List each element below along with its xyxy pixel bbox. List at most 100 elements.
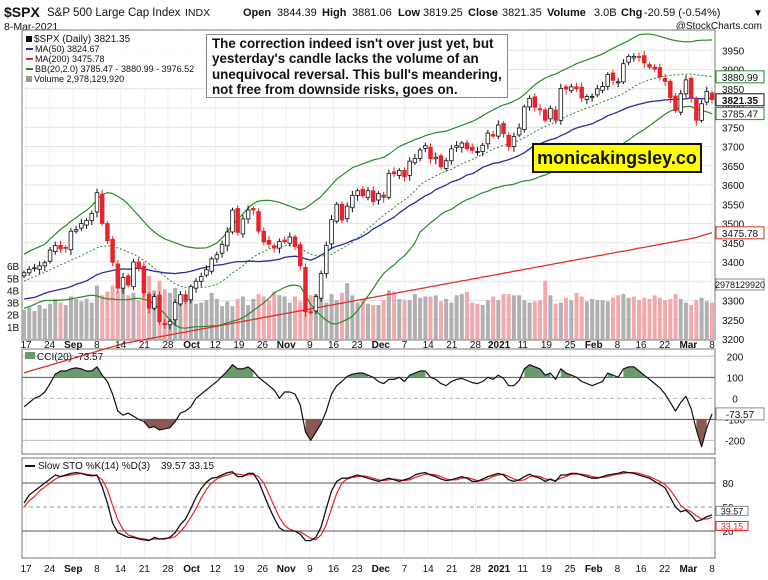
x-tick-label-bottom: 14 — [423, 564, 435, 575]
volume-bar — [183, 294, 188, 339]
volume-bar — [194, 303, 198, 339]
sto-panel-frame — [21, 457, 716, 559]
cci-series — [23, 364, 713, 448]
candle-body — [683, 79, 689, 95]
candle-body — [668, 81, 673, 99]
low-value: 3819.25 — [423, 7, 463, 19]
volume-bar — [699, 297, 704, 339]
cci-tick-label: 200 — [727, 352, 744, 363]
volume-bar — [27, 307, 32, 339]
x-tick-label-bottom: 11 — [518, 564, 529, 575]
x-tick-label-bottom: 12 — [210, 564, 222, 575]
candle-body — [339, 203, 345, 221]
volume-bar — [355, 302, 360, 339]
candle-body — [235, 208, 240, 233]
price-tick-label: 3650 — [722, 162, 745, 173]
candle-body — [600, 86, 605, 91]
cci-overbought-fill — [55, 366, 103, 378]
volume-bar — [522, 300, 527, 339]
x-tick-label-top: 19 — [541, 340, 553, 351]
candle-body — [397, 169, 402, 176]
volume-bar — [131, 292, 136, 339]
candle-body — [595, 88, 600, 96]
x-tick-label-top: 19 — [233, 340, 245, 351]
candle-body — [470, 146, 475, 151]
candle-body — [214, 254, 220, 260]
volume-bar — [496, 300, 501, 339]
candle-body — [79, 223, 84, 229]
volume-bar — [110, 285, 115, 339]
candle-body — [157, 294, 162, 323]
volume-bar — [668, 298, 673, 339]
volume-bar — [454, 295, 459, 339]
volume-bar — [37, 305, 42, 339]
volume-bar — [678, 298, 683, 339]
candle-body — [574, 86, 579, 90]
volume-bar — [136, 300, 141, 339]
open-label: Open — [243, 7, 271, 19]
cci-oversold-fill — [143, 419, 176, 430]
legend-cci: CCI(20) -73.57 — [37, 352, 104, 363]
sto-k-tag-label: 39.57 — [721, 506, 744, 516]
sto-k-tag-box — [715, 505, 749, 516]
cci-oversold-fill — [305, 419, 322, 441]
volume-bar — [470, 302, 475, 339]
cci-overbought-fill — [409, 371, 426, 378]
candle-body — [209, 258, 214, 272]
candle-body — [266, 240, 272, 245]
candle-body — [605, 74, 610, 87]
volume-bar — [350, 295, 355, 339]
candle-body — [386, 173, 392, 198]
candle-body — [433, 156, 438, 160]
candle-body — [183, 294, 188, 302]
candle-body — [412, 158, 418, 164]
x-tick-label-top: Dec — [372, 340, 391, 351]
x-tick-label-top: 14 — [423, 340, 435, 351]
candle-body — [459, 142, 465, 148]
volume-bar — [287, 302, 292, 339]
candle-body — [115, 263, 121, 289]
volume-bar — [313, 294, 318, 339]
volume-bar — [100, 295, 105, 339]
volume-bar — [584, 301, 589, 339]
price-tick-label: 3250 — [722, 316, 745, 327]
volume-bar — [167, 292, 172, 339]
x-tick-label-top: 8 — [615, 340, 621, 351]
cci-overbought-fill — [623, 366, 645, 378]
volume-bar — [371, 305, 376, 339]
volume-bar — [517, 295, 522, 339]
low-label: Low — [398, 7, 420, 19]
price-tag-label: 3785.47 — [722, 110, 759, 121]
chart-date: 8-Mar-2021 — [4, 21, 58, 33]
x-tick-label-bottom: 25 — [565, 564, 577, 575]
volume-bar — [339, 292, 344, 339]
candle-body — [198, 276, 204, 282]
high-value: 3881.06 — [352, 7, 392, 19]
candle-body — [485, 132, 491, 145]
x-tick-label-bottom: Nov — [277, 564, 296, 575]
volume-bar — [449, 302, 454, 339]
legend-price: $SPX (Daily) 3821.35 — [34, 34, 131, 45]
candle-body — [245, 209, 251, 220]
x-tick-label-top: 2021 — [488, 340, 511, 351]
candle-body — [58, 245, 63, 250]
volume-bar — [433, 295, 438, 339]
volume-bar — [532, 301, 537, 339]
candle-body — [423, 145, 428, 149]
volume-bar — [600, 300, 605, 339]
candle-body — [193, 280, 199, 289]
price-tick-label: 3300 — [722, 297, 745, 308]
cci-tick-label: -100 — [725, 415, 745, 426]
x-tick-label-top: 28 — [470, 340, 482, 351]
volume-bar — [642, 297, 647, 339]
volume-bar — [652, 295, 657, 339]
bb-upper-line — [23, 33, 713, 255]
x-tick-label-top: 24 — [44, 340, 56, 351]
volume-bar — [616, 295, 621, 339]
volume-bar — [68, 296, 73, 339]
candle-body — [37, 265, 42, 270]
candle-body — [548, 107, 553, 120]
price-tag-label: 3880.99 — [722, 73, 759, 84]
candle-body — [511, 136, 517, 147]
volume-tag-box — [715, 278, 765, 291]
